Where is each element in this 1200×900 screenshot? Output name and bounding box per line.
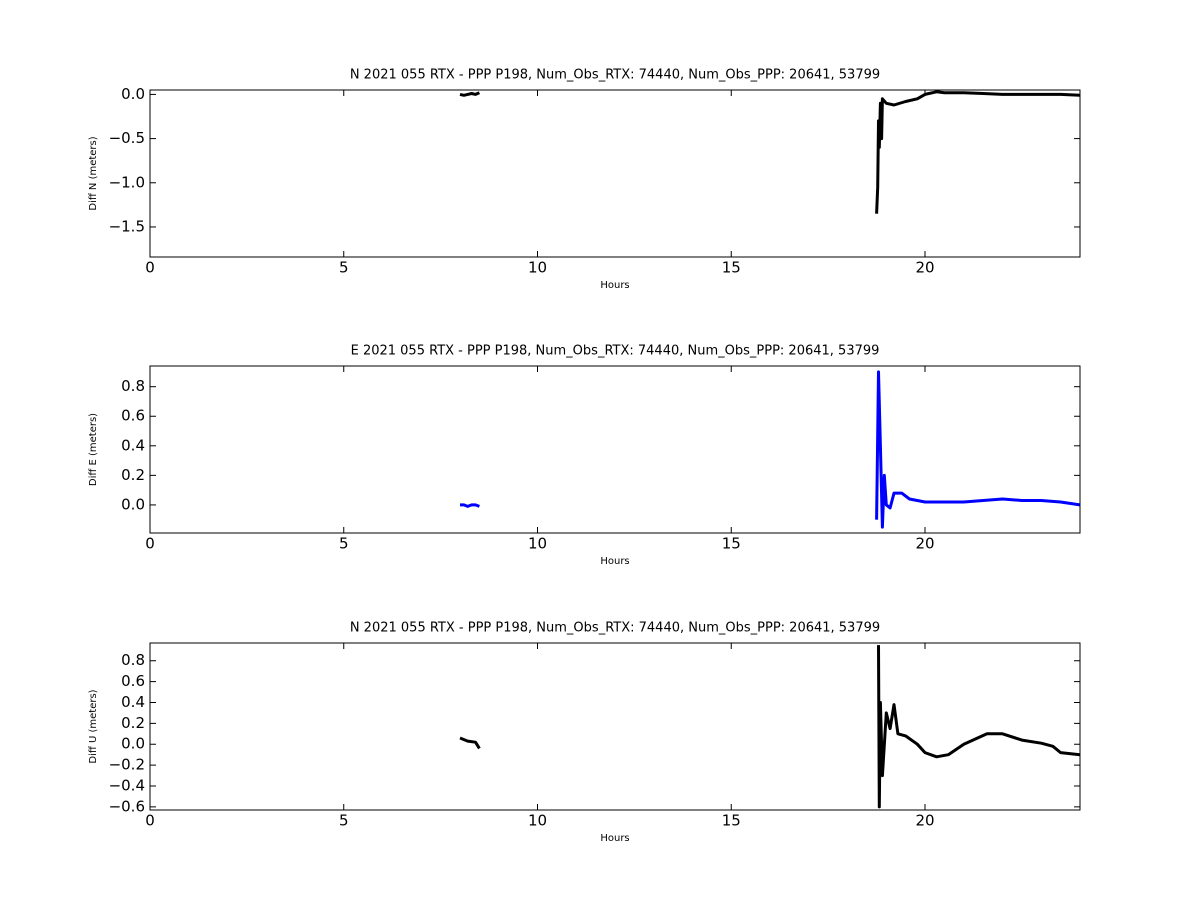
x-tick-label: 10 — [528, 812, 547, 830]
data-line — [459, 90, 1080, 214]
y-tick-label: 0.2 — [121, 714, 145, 732]
x-tick-label: 10 — [528, 259, 547, 277]
x-tick-label: 20 — [915, 812, 934, 830]
x-axis-label: Hours — [600, 833, 629, 844]
y-tick-label: −0.4 — [109, 776, 145, 794]
data-line — [460, 370, 1080, 529]
y-axis-label: Diff U (meters) — [88, 689, 99, 763]
y-axis-label: Diff N (meters) — [88, 136, 99, 210]
y-tick-label: −0.6 — [109, 797, 145, 815]
y-tick-label: 0.8 — [121, 377, 145, 395]
x-tick-label: 5 — [339, 812, 349, 830]
x-axis-label: Hours — [600, 556, 629, 567]
x-axis-label: Hours — [600, 280, 629, 291]
plot-title: N 2021 055 RTX - PPP P198, Num_Obs_RTX: … — [350, 621, 880, 636]
y-tick-label: 0.8 — [121, 651, 145, 669]
x-tick-label: 20 — [915, 535, 934, 553]
y-tick-label: 0.6 — [121, 672, 145, 690]
y-axis-label: Diff E (meters) — [88, 413, 99, 486]
y-tick-label: −0.2 — [109, 756, 145, 774]
x-tick-label: 15 — [722, 812, 741, 830]
y-tick-label: 0.0 — [121, 85, 145, 103]
y-tick-label: 0.6 — [121, 407, 145, 425]
plot-title: E 2021 055 RTX - PPP P198, Num_Obs_RTX: … — [351, 344, 880, 359]
y-tick-label: 0.4 — [121, 436, 145, 454]
plot-frame — [149, 89, 1081, 258]
y-tick-label: −1.5 — [109, 217, 145, 235]
x-tick-label: 0 — [145, 259, 155, 277]
plot-frame — [149, 365, 1081, 534]
y-tick-label: −0.5 — [109, 129, 145, 147]
x-tick-label: 15 — [722, 535, 741, 553]
y-tick-label: −1.0 — [109, 173, 145, 191]
x-tick-label: 5 — [339, 535, 349, 553]
y-tick-label: 0.2 — [121, 466, 145, 484]
x-tick-label: 10 — [528, 535, 547, 553]
data-line — [459, 645, 1080, 809]
x-tick-label: 20 — [915, 259, 934, 277]
plot-frame — [149, 642, 1081, 811]
x-tick-label: 0 — [145, 812, 155, 830]
x-tick-label: 0 — [145, 535, 155, 553]
y-tick-label: 0.0 — [121, 495, 145, 513]
y-tick-label: 0.4 — [121, 693, 145, 711]
y-tick-label: 0.0 — [121, 735, 145, 753]
x-tick-label: 5 — [339, 259, 349, 277]
plot-title: N 2021 055 RTX - PPP P198, Num_Obs_RTX: … — [350, 68, 880, 83]
x-tick-label: 15 — [722, 259, 741, 277]
